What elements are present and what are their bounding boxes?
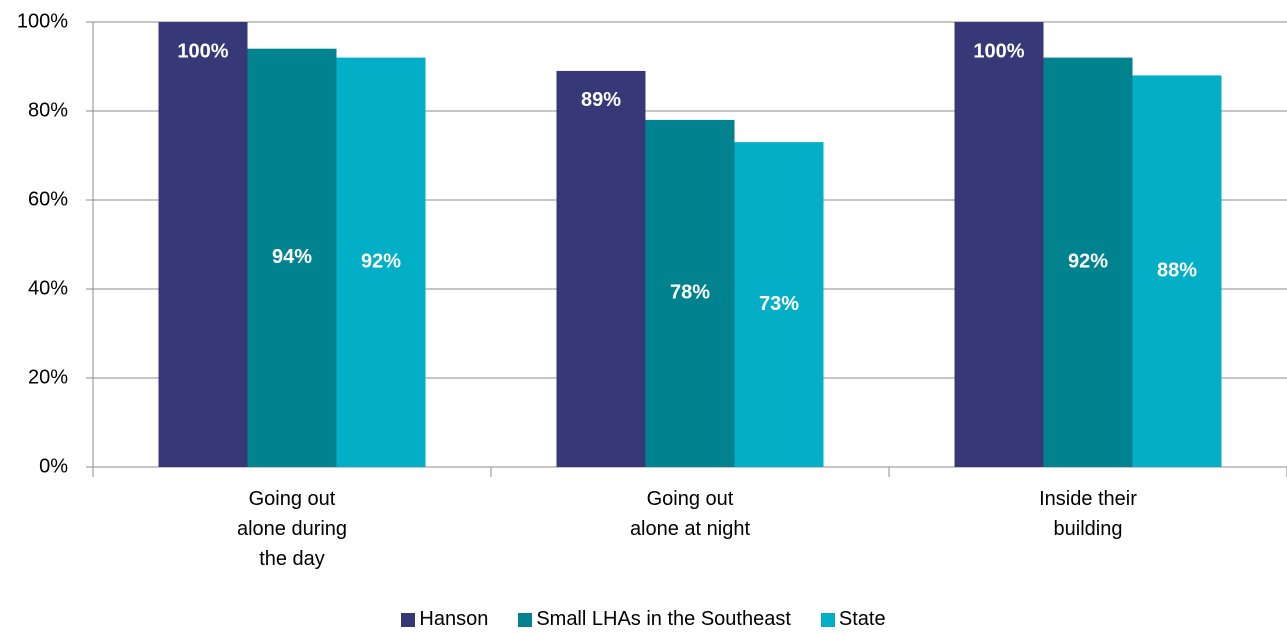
legend-item: Hanson: [401, 608, 488, 631]
y-tick-label: 40%: [28, 277, 68, 299]
data-label: 100%: [177, 40, 228, 62]
y-tick-label: 60%: [28, 188, 68, 210]
bar: [1043, 57, 1133, 467]
legend-item: State: [820, 608, 886, 631]
bar: [734, 142, 824, 467]
legend-swatch: [518, 612, 533, 627]
legend-label: Small LHAs in the Southeast: [536, 608, 791, 630]
data-label: 92%: [1068, 251, 1108, 273]
data-label: 89%: [581, 89, 621, 111]
y-tick-label: 20%: [28, 366, 68, 388]
legend-swatch: [401, 612, 416, 627]
legend-label: State: [838, 608, 886, 630]
legend: Hanson Small LHAs in the Southeast State: [0, 608, 1287, 631]
legend-swatch: [820, 612, 835, 627]
y-tick-label: 80%: [28, 99, 68, 121]
bar: [247, 48, 337, 467]
y-tick-label: 0%: [39, 455, 68, 477]
bar: [158, 22, 248, 467]
legend-item: Small LHAs in the Southeast: [518, 608, 791, 631]
bar: [954, 22, 1044, 467]
bar: [556, 70, 646, 467]
data-label: 73%: [759, 293, 799, 315]
data-label: 92%: [361, 251, 401, 273]
bar: [1132, 75, 1222, 468]
x-tick-label: Inside their building: [1039, 488, 1137, 540]
bar: [336, 57, 426, 467]
x-tick-label: Going out alone at night: [629, 488, 751, 540]
data-label: 88%: [1157, 259, 1197, 281]
y-tick-label: 100%: [17, 10, 68, 32]
legend-label: Hanson: [419, 608, 489, 630]
data-label: 78%: [670, 282, 710, 304]
bar: [645, 119, 735, 468]
x-tick-label: Going out alone during the day: [236, 488, 348, 570]
data-label: 100%: [973, 40, 1024, 62]
data-label: 94%: [272, 246, 312, 268]
